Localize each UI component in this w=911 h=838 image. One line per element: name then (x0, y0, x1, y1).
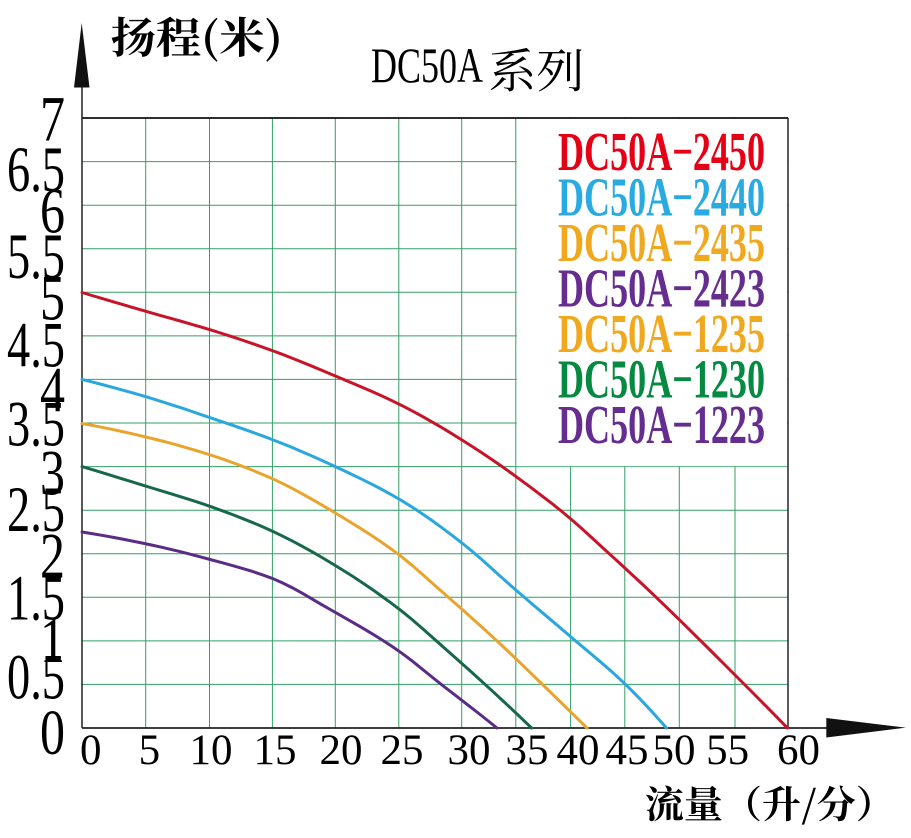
svg-text:10: 10 (190, 727, 233, 774)
svg-text:4: 4 (40, 354, 65, 426)
svg-text:DC50A−2435: DC50A−2435 (558, 212, 765, 273)
svg-text:6: 6 (40, 176, 65, 248)
svg-text:2.5: 2.5 (7, 474, 65, 546)
svg-text:2: 2 (40, 521, 65, 593)
svg-text:0: 0 (80, 727, 102, 774)
svg-text:35: 35 (506, 727, 549, 774)
svg-text:1: 1 (40, 605, 65, 677)
svg-text:4.5: 4.5 (7, 310, 65, 382)
svg-text:DC50A−2450: DC50A−2450 (558, 121, 765, 182)
svg-text:7: 7 (40, 84, 65, 156)
svg-text:15: 15 (254, 727, 297, 774)
svg-text:20: 20 (320, 727, 363, 774)
svg-text:5: 5 (139, 727, 161, 774)
svg-text:25: 25 (381, 727, 424, 774)
svg-text:6.5: 6.5 (7, 134, 65, 206)
svg-text:0: 0 (40, 697, 65, 769)
svg-text:DC50A−1235: DC50A−1235 (558, 303, 765, 364)
svg-text:DC50A: DC50A (371, 37, 483, 93)
svg-text:DC50A−2423: DC50A−2423 (558, 258, 765, 319)
svg-text:1.5: 1.5 (7, 562, 65, 634)
svg-text:40: 40 (557, 727, 600, 774)
svg-text:30: 30 (448, 727, 491, 774)
svg-text:55: 55 (706, 727, 749, 774)
svg-text:3.5: 3.5 (7, 388, 65, 460)
svg-text:45: 45 (606, 727, 649, 774)
svg-text:DC50A−1230: DC50A−1230 (558, 349, 765, 410)
svg-text:5.5: 5.5 (7, 221, 65, 293)
svg-text:50: 50 (653, 727, 696, 774)
svg-text:DC50A−2440: DC50A−2440 (558, 167, 765, 228)
svg-text:5: 5 (40, 263, 65, 335)
svg-text:3: 3 (40, 438, 65, 510)
svg-text:60: 60 (777, 727, 820, 774)
svg-text:DC50A−1223: DC50A−1223 (558, 394, 765, 455)
svg-text:0.5: 0.5 (7, 641, 65, 713)
